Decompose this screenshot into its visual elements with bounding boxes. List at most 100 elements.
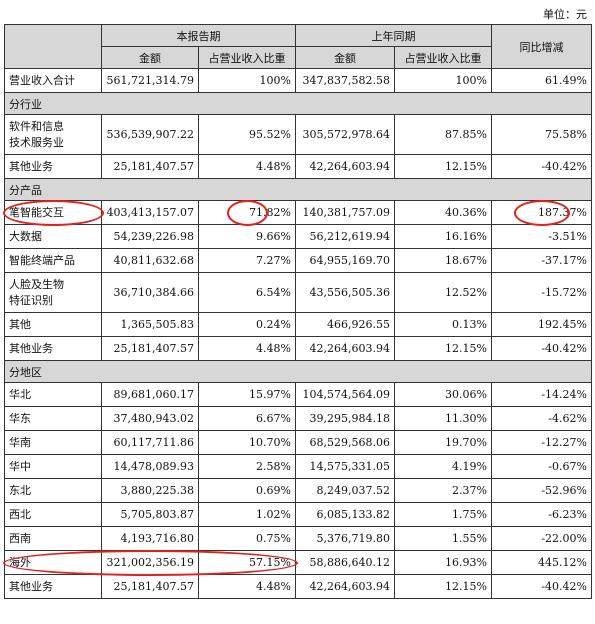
prev-amount: 42,264,603.94	[295, 574, 395, 599]
table-row: 华中 14,478,089.93 2.58% 14,575,331.05 4.19% -0…	[4, 454, 592, 479]
row-label: 人脸及生物特征识别	[4, 272, 102, 313]
cur-ratio: 100%	[198, 68, 296, 93]
prev-amount: 68,529,568.06	[295, 430, 395, 455]
cur-ratio: 9.66%	[198, 224, 296, 249]
prev-amount: 466,926.55	[295, 312, 395, 337]
cur-amount: 4,193,716.80	[101, 526, 199, 551]
cur-amount: 25,181,407.57	[101, 574, 199, 599]
header-prior-period: 上年同期	[295, 24, 492, 47]
row-label: 软件和信息技术服务业	[4, 114, 102, 155]
cur-ratio: 7.27%	[198, 248, 296, 273]
row-label: 华中	[4, 454, 102, 479]
prev-ratio: 16.16%	[394, 224, 492, 249]
yoy-change: -6.23%	[491, 502, 592, 527]
cur-ratio: 4.48%	[198, 154, 296, 179]
table-row: 营业收入合计 561,721,314.79 100% 347,837,582.58 10…	[4, 68, 592, 93]
section-title: 分行业	[4, 92, 592, 115]
cur-ratio: 95.52%	[198, 114, 296, 155]
prev-amount: 14,575,331.05	[295, 454, 395, 479]
prev-amount: 104,574,564.09	[295, 382, 395, 407]
prev-amount: 56,212,619.94	[295, 224, 395, 249]
header-prev-amount: 金额	[295, 46, 395, 69]
prev-ratio: 100%	[394, 68, 492, 93]
header-prev-ratio: 占营业收入比重	[394, 46, 492, 69]
row-label: 智能终端产品	[4, 248, 102, 273]
prev-amount: 42,264,603.94	[295, 154, 395, 179]
prev-ratio: 16.93%	[394, 550, 492, 575]
yoy-change: -37.17%	[491, 248, 592, 273]
prev-ratio: 12.15%	[394, 574, 492, 599]
prev-amount: 42,264,603.94	[295, 336, 395, 361]
cur-ratio: 4.48%	[198, 336, 296, 361]
section-title: 分地区	[4, 360, 592, 383]
prev-ratio: 18.67%	[394, 248, 492, 273]
row-label: 东北	[4, 478, 102, 503]
prev-ratio: 12.52%	[394, 272, 492, 313]
cur-amount: 89,681,060.17	[101, 382, 199, 407]
cur-amount: 60,117,711.86	[101, 430, 199, 455]
yoy-change: -40.42%	[491, 154, 592, 179]
cur-ratio: 0.75%	[198, 526, 296, 551]
cur-ratio: 0.69%	[198, 478, 296, 503]
table-row: 东北 3,880,225.38 0.69% 8,249,037.52 2.37% -52.…	[4, 478, 592, 503]
yoy-change: -12.27%	[491, 430, 592, 455]
cur-ratio: 6.54%	[198, 272, 296, 313]
cur-ratio: 71.82%	[198, 200, 296, 225]
cur-amount: 536,539,907.22	[101, 114, 199, 155]
cur-amount: 1,365,505.83	[101, 312, 199, 337]
yoy-change: 187.37%	[491, 200, 592, 225]
prev-ratio: 1.75%	[394, 502, 492, 527]
prev-amount: 64,955,169.70	[295, 248, 395, 273]
cur-ratio: 15.97%	[198, 382, 296, 407]
table-row: 软件和信息技术服务业 536,539,907.22 95.52% 305,572,97…	[4, 114, 592, 155]
cur-ratio: 4.48%	[198, 574, 296, 599]
row-label: 其他业务	[4, 336, 102, 361]
yoy-change: 75.58%	[491, 114, 592, 155]
row-label: 其他业务	[4, 154, 102, 179]
prev-ratio: 0.13%	[394, 312, 492, 337]
yoy-change: -22.00%	[491, 526, 592, 551]
prev-ratio: 87.85%	[394, 114, 492, 155]
header-current-period: 本报告期	[101, 24, 296, 47]
row-label: 营业收入合计	[4, 68, 102, 93]
row-label: 笔智能交互	[4, 200, 102, 225]
table-row: 其他业务 25,181,407.57 4.48% 42,264,603.94 12.15…	[4, 154, 592, 179]
table-row: 华东 37,480,943.02 6.67% 39,295,984.18 11.30% -…	[4, 406, 592, 431]
cur-ratio: 6.67%	[198, 406, 296, 431]
table-row: 笔智能交互 403,413,157.07 71.82% 140,381,757.09 4…	[4, 200, 592, 225]
yoy-change: -14.24%	[491, 382, 592, 407]
yoy-change: -40.42%	[491, 336, 592, 361]
yoy-change: -4.62%	[491, 406, 592, 431]
cur-amount: 5,705,803.87	[101, 502, 199, 527]
prev-ratio: 30.06%	[394, 382, 492, 407]
cur-amount: 54,239,226.98	[101, 224, 199, 249]
prev-ratio: 2.37%	[394, 478, 492, 503]
prev-ratio: 12.15%	[394, 336, 492, 361]
row-label: 西北	[4, 502, 102, 527]
section-row: 分产品	[4, 178, 592, 201]
prev-ratio: 19.70%	[394, 430, 492, 455]
row-label: 其他业务	[4, 574, 102, 599]
row-label: 华东	[4, 406, 102, 431]
cur-ratio: 10.70%	[198, 430, 296, 455]
yoy-change: -40.42%	[491, 574, 592, 599]
prev-amount: 6,085,133.82	[295, 502, 395, 527]
table-row: 其他 1,365,505.83 0.24% 466,926.55 0.13% 192.45…	[4, 312, 592, 337]
prev-ratio: 1.55%	[394, 526, 492, 551]
table-row: 大数据 54,239,226.98 9.66% 56,212,619.94 16.16%…	[4, 224, 592, 249]
yoy-change: 192.45%	[491, 312, 592, 337]
cur-amount: 37,480,943.02	[101, 406, 199, 431]
row-label: 其他	[4, 312, 102, 337]
cur-ratio: 1.02%	[198, 502, 296, 527]
prev-amount: 347,837,582.58	[295, 68, 395, 93]
prev-ratio: 40.36%	[394, 200, 492, 225]
cur-ratio: 2.58%	[198, 454, 296, 479]
yoy-change: -3.51%	[491, 224, 592, 249]
header-cur-amount: 金额	[101, 46, 199, 69]
header-yoy-change: 同比增减	[491, 24, 592, 69]
header-corner	[4, 24, 102, 69]
table-row: 西南 4,193,716.80 0.75% 5,376,719.80 1.55% -22.…	[4, 526, 592, 551]
cur-amount: 36,710,384.66	[101, 272, 199, 313]
table-row: 西北 5,705,803.87 1.02% 6,085,133.82 1.75% -6.2…	[4, 502, 592, 527]
table-row: 华南 60,117,711.86 10.70% 68,529,568.06 19.70%…	[4, 430, 592, 455]
